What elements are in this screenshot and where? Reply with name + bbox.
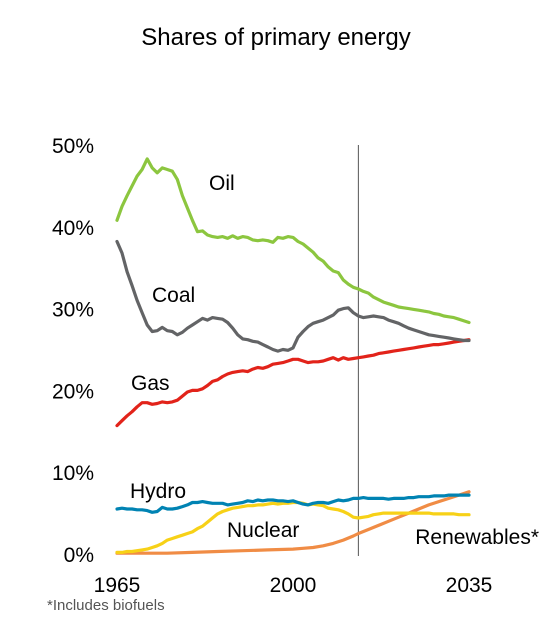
y-tick-label: 0% (64, 544, 94, 567)
x-tick-label: 2000 (270, 574, 317, 597)
y-tick-label: 10% (52, 462, 94, 485)
series-label-nuclear: Nuclear (227, 519, 299, 542)
x-tick-label: 2035 (446, 574, 493, 597)
footnote: *Includes biofuels (47, 597, 165, 614)
series-label-layer: Oil Coal Gas Hydro Nuclear Renewables* (130, 172, 539, 549)
series-line-renewables (115, 490, 471, 555)
series-label-hydro: Hydro (130, 480, 186, 503)
series-label-coal: Coal (152, 284, 195, 307)
series-layer (115, 157, 471, 555)
series-label-oil: Oil (209, 172, 235, 195)
series-line-hydro (115, 493, 471, 514)
series-label-renewables: Renewables* (415, 526, 539, 549)
series-label-gas: Gas (131, 372, 170, 395)
y-tick-label: 30% (52, 299, 94, 322)
y-tick-label: 20% (52, 380, 94, 403)
series-line-coal (115, 239, 471, 353)
series-line-nuclear (115, 500, 471, 554)
y-tick-label: 40% (52, 217, 94, 240)
axis-tick-labels: 0% 10% 20% 30% 40% 50% 1965 2000 2035 (52, 135, 492, 597)
series-line-gas (115, 338, 471, 428)
x-tick-label: 1965 (94, 574, 141, 597)
y-tick-label: 50% (52, 135, 94, 158)
series-line-oil (115, 157, 471, 325)
chart-title: Shares of primary energy (141, 24, 411, 51)
